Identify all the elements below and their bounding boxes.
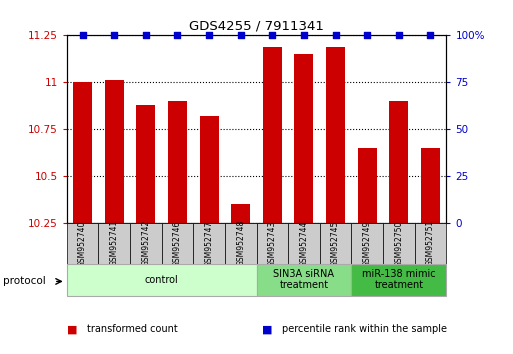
FancyBboxPatch shape: [130, 223, 162, 264]
Point: [110, 33, 118, 38]
Text: GSM952744: GSM952744: [300, 220, 308, 267]
Text: miR-138 mimic
treatment: miR-138 mimic treatment: [362, 269, 436, 291]
FancyBboxPatch shape: [256, 264, 351, 296]
Point: [173, 33, 182, 38]
Bar: [421, 148, 440, 354]
Text: GSM952743: GSM952743: [268, 220, 277, 267]
FancyBboxPatch shape: [67, 223, 98, 264]
FancyBboxPatch shape: [351, 223, 383, 264]
Text: percentile rank within the sample: percentile rank within the sample: [282, 324, 447, 334]
Text: GSM952747: GSM952747: [205, 220, 213, 267]
Bar: [168, 101, 187, 354]
Bar: [105, 80, 124, 354]
FancyBboxPatch shape: [162, 223, 193, 264]
Text: control: control: [145, 275, 179, 285]
FancyBboxPatch shape: [193, 223, 225, 264]
FancyBboxPatch shape: [383, 223, 415, 264]
Point: [300, 33, 308, 38]
FancyBboxPatch shape: [256, 223, 288, 264]
Text: SIN3A siRNA
treatment: SIN3A siRNA treatment: [273, 269, 334, 291]
Title: GDS4255 / 7911341: GDS4255 / 7911341: [189, 20, 324, 33]
Bar: [200, 116, 219, 354]
FancyBboxPatch shape: [67, 264, 256, 296]
Text: protocol: protocol: [3, 276, 45, 286]
Text: GSM952746: GSM952746: [173, 220, 182, 267]
Text: GSM952750: GSM952750: [394, 220, 403, 267]
FancyBboxPatch shape: [320, 223, 351, 264]
Bar: [389, 101, 408, 354]
Point: [268, 33, 277, 38]
Text: GSM952742: GSM952742: [141, 220, 150, 267]
Text: GSM952745: GSM952745: [331, 220, 340, 267]
FancyBboxPatch shape: [288, 223, 320, 264]
Text: GSM952749: GSM952749: [363, 220, 372, 267]
Point: [78, 33, 87, 38]
Point: [426, 33, 435, 38]
Bar: [136, 105, 155, 354]
Text: ■: ■: [67, 324, 77, 334]
Bar: [231, 204, 250, 354]
Point: [142, 33, 150, 38]
FancyBboxPatch shape: [415, 223, 446, 264]
FancyBboxPatch shape: [351, 264, 446, 296]
Point: [394, 33, 403, 38]
Bar: [263, 47, 282, 354]
Text: GSM952751: GSM952751: [426, 220, 435, 267]
Text: GSM952741: GSM952741: [110, 220, 119, 267]
Bar: [326, 47, 345, 354]
Point: [205, 33, 213, 38]
Bar: [294, 54, 313, 354]
Text: transformed count: transformed count: [87, 324, 178, 334]
Text: GSM952740: GSM952740: [78, 220, 87, 267]
Point: [363, 33, 371, 38]
Point: [236, 33, 245, 38]
Text: GSM952748: GSM952748: [236, 220, 245, 267]
Bar: [73, 82, 92, 354]
Bar: [358, 148, 377, 354]
FancyBboxPatch shape: [98, 223, 130, 264]
Point: [331, 33, 340, 38]
Text: ■: ■: [262, 324, 272, 334]
FancyBboxPatch shape: [225, 223, 256, 264]
